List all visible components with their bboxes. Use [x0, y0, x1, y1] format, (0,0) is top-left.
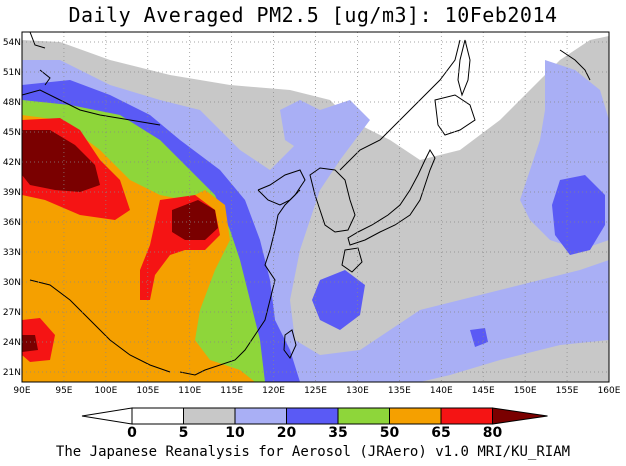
kamchatka-coast: [559, 49, 591, 81]
footer-credit: The Japanese Reanalysis for Aerosol (JRA…: [55, 444, 571, 460]
lon-tick-label: 140E: [430, 386, 453, 396]
bohai-coast: [257, 189, 301, 206]
lat-tick-label: 45N: [3, 128, 21, 138]
lon-tick-label: 155E: [556, 386, 579, 396]
colorbar-label: 10: [225, 425, 245, 441]
lat-tick-label: 36N: [3, 218, 21, 228]
lon-tick-label: 150E: [514, 386, 537, 396]
colorbar-arrow-high: [492, 407, 548, 425]
lat-tick-label: 24N: [3, 338, 21, 348]
inland-border-3: [29, 32, 46, 49]
colorbar-arrow-low: [81, 407, 133, 425]
colorbar-label: 80: [483, 425, 503, 441]
lon-tick-label: 110E: [178, 386, 201, 396]
latitude-axis: 54N 51N 48N 45N 42N 39N 36N 33N 30N 27N 24N 21N: [3, 38, 21, 378]
japan-hokkaido: [434, 94, 476, 136]
colorbar-bin: [131, 407, 184, 425]
colorbar-label: 20: [277, 425, 297, 441]
colorbar-label: 50: [380, 425, 400, 441]
lon-tick-label: 105E: [136, 386, 159, 396]
lon-tick-label: 120E: [262, 386, 285, 396]
colorbar-bin: [389, 407, 442, 425]
lat-tick-label: 33N: [3, 248, 21, 258]
lon-tick-label: 145E: [472, 386, 495, 396]
colorbar-bin: [286, 407, 339, 425]
lat-tick-label: 21N: [3, 368, 21, 378]
lat-tick-label: 48N: [3, 98, 21, 108]
colorbar-label: 5: [179, 425, 189, 441]
colorbar-label: 35: [328, 425, 347, 441]
lat-tick-label: 27N: [3, 308, 21, 318]
colorbar-bin: [337, 407, 390, 425]
inland-border-1: [22, 89, 161, 126]
lat-tick-label: 51N: [3, 68, 21, 78]
lon-tick-label: 90E: [13, 386, 30, 396]
russia-coast: [339, 39, 461, 171]
map-frame: [21, 31, 610, 383]
korea-peninsula: [309, 167, 356, 233]
longitude-axis: 90E 95E 100E 105E 110E 115E 120E 125E 130E 135E 14…: [13, 386, 620, 396]
colorbar-bin: [440, 407, 493, 425]
japan-kyushu: [341, 247, 363, 273]
lat-tick-label: 39N: [3, 188, 21, 198]
lat-tick-label: 42N: [3, 158, 21, 168]
lon-tick-label: 95E: [55, 386, 72, 396]
colorbar: 0 5 10 20 35 50 65 80: [81, 407, 548, 441]
sakhalin: [457, 39, 471, 97]
inland-border-4: [29, 279, 171, 373]
lat-tick-label: 30N: [3, 278, 21, 288]
lon-tick-label: 135E: [388, 386, 411, 396]
colorbar-bin: [234, 407, 287, 425]
lon-tick-label: 100E: [94, 386, 117, 396]
china-coast: [179, 169, 306, 376]
lon-tick-label: 125E: [304, 386, 327, 396]
coastlines: [22, 32, 591, 376]
lon-tick-label: 130E: [346, 386, 369, 396]
taiwan: [283, 329, 297, 359]
map-title: Daily Averaged PM2.5 [ug/m3]: 10Feb2014: [68, 3, 558, 27]
lon-tick-label: 115E: [220, 386, 243, 396]
japan-honshu: [347, 148, 436, 246]
colorbar-bin: [183, 407, 236, 425]
colorbar-label: 0: [127, 425, 137, 441]
lon-tick-label: 160E: [598, 386, 621, 396]
colorbar-label: 65: [431, 425, 450, 441]
lat-tick-label: 54N: [3, 38, 21, 48]
level-above-80: [22, 130, 218, 352]
inland-border-2: [39, 69, 51, 86]
